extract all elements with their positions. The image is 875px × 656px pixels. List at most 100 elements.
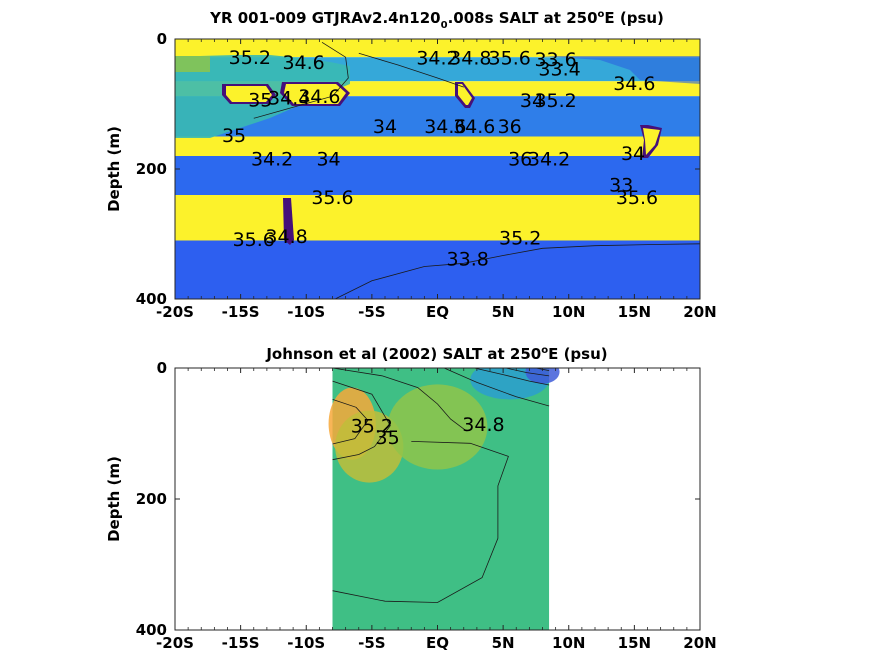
contour-line <box>334 243 700 299</box>
title-subscript: 0 <box>441 20 448 31</box>
salinity-patch <box>387 384 488 470</box>
y-tick-label: 200 <box>136 490 167 508</box>
salinity-band <box>175 136 700 156</box>
contour-label: 34.2 <box>528 148 570 170</box>
contour-label: 35.2 <box>499 228 541 250</box>
contour-label: 34.6 <box>298 86 340 108</box>
contour-lines <box>253 41 700 299</box>
y-tick-label: 400 <box>136 621 167 639</box>
x-tick-label: -5S <box>358 303 385 321</box>
contour-label: 33.8 <box>447 249 489 271</box>
y-tick-label: 200 <box>136 160 167 178</box>
x-tick-label: 10N <box>552 303 585 321</box>
y-axis-label: Depth (m) <box>105 126 123 212</box>
contour-label: 33 <box>609 174 633 196</box>
contour-label: 35.2 <box>229 47 271 69</box>
x-tick-label: EQ <box>426 303 449 321</box>
contour-line <box>474 368 550 386</box>
x-tick-label: -15S <box>222 634 260 652</box>
x-tick-label: -20S <box>156 634 194 652</box>
right-diag-inner <box>643 128 660 155</box>
contour-label: 34.4 <box>268 87 310 109</box>
x-tick-label: 10N <box>552 634 585 652</box>
contour-label: 33.4 <box>538 59 580 81</box>
contour-label: 33.6 <box>534 49 576 71</box>
contour-line <box>332 399 369 445</box>
contour-label: 34.6 <box>613 73 655 95</box>
contour-line <box>443 368 550 407</box>
contour-line <box>358 52 464 88</box>
contour-label: 35 <box>376 427 400 449</box>
title-end: E (psu) <box>548 345 608 363</box>
contour-label: 34 <box>316 148 340 170</box>
y-axis-label: Depth (m) <box>105 456 123 542</box>
contour-label: 35.6 <box>233 229 275 251</box>
axes: -20S -15S -10S -5S EQ 5N 10N 15N 20N 0 200 400 <box>136 30 717 321</box>
title-superscript: o <box>598 9 605 20</box>
title-main: Johnson et al (2002) SALT at 250 <box>265 345 541 363</box>
contour-lines <box>332 368 550 603</box>
x-tick-label: -5S <box>358 634 385 652</box>
title-end: E (psu) <box>604 9 664 27</box>
contour-label: 34.2 <box>251 148 293 170</box>
contour-label: 34.6 <box>424 116 466 138</box>
x-tick-label: -15S <box>222 303 260 321</box>
left-dark-drop <box>283 198 294 245</box>
contour-label: 35.2 <box>351 415 393 437</box>
x-tick-label: -10S <box>287 634 325 652</box>
x-tick-label: 20N <box>683 303 716 321</box>
salinity-band <box>175 156 700 195</box>
x-tick-label: 15N <box>618 634 651 652</box>
contour-label: 35 <box>248 89 272 111</box>
salinity-band <box>175 240 700 299</box>
salinity-patch <box>335 410 404 483</box>
y-tick-label: 400 <box>136 290 167 308</box>
x-tick-label: 20N <box>683 634 716 652</box>
left-notch-1-inner <box>226 86 272 102</box>
contour-label: 34 <box>621 143 645 165</box>
x-tick-label: EQ <box>426 634 449 652</box>
upper-left-green-core <box>175 56 210 72</box>
contour-line <box>332 441 509 603</box>
x-tick-label: 5N <box>492 634 515 652</box>
y-tick-label: 0 <box>157 30 167 48</box>
contour-label: 34.6 <box>282 52 324 74</box>
contour-label: 34.6 <box>453 116 495 138</box>
chart-title: Johnson et al (2002) SALT at 250oE (psu) <box>265 345 607 363</box>
salinity-band <box>175 195 700 241</box>
contour-line <box>332 380 391 461</box>
contour-label: 36 <box>508 148 532 170</box>
x-tick-label: -20S <box>156 303 194 321</box>
contour-label: 34.2 <box>416 48 458 70</box>
contour-label: 34.8 <box>449 48 491 70</box>
contour-label: 34.8 <box>462 414 504 436</box>
model-salinity-panel: YR 001-009 GTJRAv2.4n1200.008s SALT at 2… <box>105 9 717 321</box>
salinity-patch <box>525 368 560 384</box>
contour-label: 35.6 <box>311 187 353 209</box>
salinity-features <box>175 55 700 245</box>
contour-labels: 35.235 34.8 <box>351 414 505 449</box>
left-notch-2-inner <box>284 84 346 104</box>
contour-label: 36 <box>498 116 522 138</box>
chart-title: YR 001-009 GTJRAv2.4n1200.008s SALT at 2… <box>209 9 664 31</box>
salinity-field <box>328 368 560 630</box>
title-main: YR 001-009 GTJRAv2.4n120 <box>209 9 441 27</box>
contour-line <box>332 368 467 432</box>
x-tick-label: 5N <box>492 303 515 321</box>
title-tail: .008s SALT at 250 <box>448 9 598 27</box>
observed-salinity-panel: Johnson et al (2002) SALT at 250oE (psu)… <box>105 345 717 652</box>
contour-label: 34 <box>373 116 397 138</box>
top-right-dark-blue <box>470 56 700 84</box>
title-superscript: o <box>541 345 548 356</box>
y-tick-label: 0 <box>157 359 167 377</box>
contour-line <box>253 41 349 119</box>
contour-label: 35.6 <box>616 187 658 209</box>
contour-label: 35 <box>222 125 246 147</box>
contour-label: 35.6 <box>489 48 531 70</box>
contour-label: 34.8 <box>265 226 307 248</box>
x-tick-label: 15N <box>618 303 651 321</box>
contour-label: 34 <box>520 90 544 112</box>
eq-notch-inner <box>458 84 472 105</box>
